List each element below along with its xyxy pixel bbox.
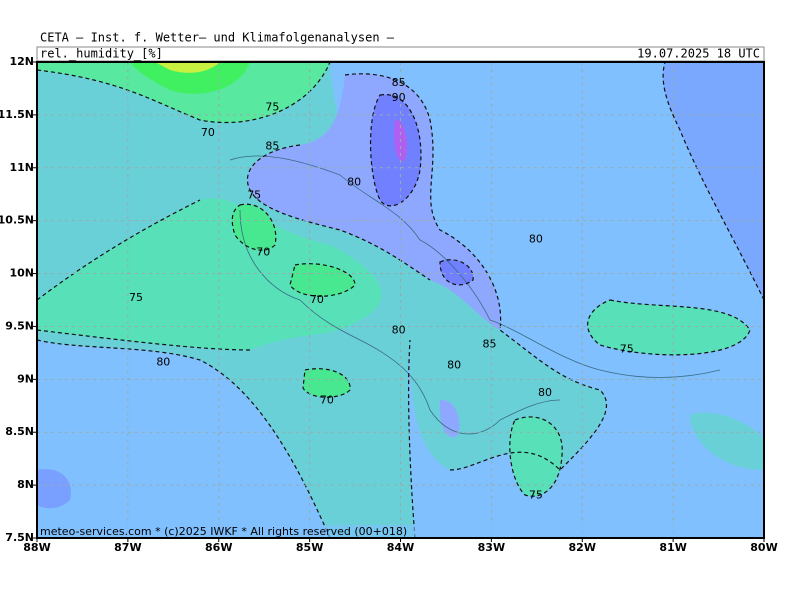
y-tick-label: 10N bbox=[9, 267, 34, 280]
contour-labels: 75 70 85 90 85 80 75 80 70 75 70 80 85 75 80 80 80 70 75 bbox=[129, 76, 634, 502]
field-name: rel._humidity_[%] bbox=[40, 47, 163, 61]
x-tick-label: 81W bbox=[659, 541, 686, 554]
contour-label: 75 bbox=[265, 100, 279, 113]
x-tick-label: 86W bbox=[205, 541, 232, 554]
contour-label: 80 bbox=[529, 233, 543, 246]
y-tick-label: 11N bbox=[9, 161, 34, 174]
contour-label: 90 bbox=[392, 91, 406, 104]
footer-bar bbox=[37, 525, 764, 538]
y-tick-label: 8N bbox=[17, 478, 34, 491]
region-90 bbox=[440, 259, 474, 285]
y-tick-label: 9.5N bbox=[5, 319, 34, 332]
region-85 bbox=[247, 73, 501, 330]
contour-label: 80 bbox=[156, 355, 170, 368]
x-tick-label: 88W bbox=[23, 541, 50, 554]
region-75-80 bbox=[37, 62, 330, 300]
contour-label: 75 bbox=[247, 188, 261, 201]
header-title: CETA — Inst. f. Wetter— und Klimafolgena… bbox=[40, 31, 395, 45]
contour-label: 85 bbox=[483, 337, 497, 350]
contour-label: 70 bbox=[201, 126, 215, 139]
valid-time: 19.07.2025 18 UTC bbox=[637, 47, 760, 61]
y-tick-label: 11.5N bbox=[0, 108, 34, 121]
contour-line bbox=[37, 62, 764, 538]
x-tick-label: 85W bbox=[296, 541, 323, 554]
contour-label: 75 bbox=[529, 489, 543, 502]
x-tick-label: 87W bbox=[114, 541, 141, 554]
region-75 bbox=[509, 416, 563, 497]
x-tick-label: 83W bbox=[478, 541, 505, 554]
contour-label: 80 bbox=[538, 386, 552, 399]
contour-label: 85 bbox=[392, 76, 406, 89]
axis-ticks: 88W 87W 86W 85W 84W 83W 82W 81W 80W 12N 11.5N 11N 10… bbox=[0, 55, 778, 554]
x-tick-label: 82W bbox=[569, 541, 596, 554]
y-tick-label: 9N bbox=[17, 372, 34, 385]
contour-label: 70 bbox=[320, 393, 334, 406]
contour-label: 70 bbox=[310, 293, 324, 306]
region-85 bbox=[663, 62, 764, 300]
region-75 bbox=[587, 300, 750, 355]
contour-label: 75 bbox=[129, 291, 143, 304]
contour-label: 80 bbox=[392, 324, 406, 337]
x-tick-label: 84W bbox=[387, 541, 414, 554]
region-85 bbox=[439, 399, 460, 438]
contour-label: 80 bbox=[347, 176, 361, 189]
contour-label: 85 bbox=[265, 140, 279, 153]
region-70 bbox=[303, 368, 351, 398]
coastline bbox=[229, 155, 721, 435]
region-75-80 bbox=[690, 412, 764, 470]
y-tick-label: 7.5N bbox=[5, 531, 34, 544]
footer-credit: meteo-services.com * (c)2025 IWKF * All … bbox=[40, 525, 407, 538]
y-tick-label: 12N bbox=[9, 55, 34, 68]
region-85 bbox=[37, 469, 71, 509]
contour-label: 75 bbox=[620, 343, 634, 356]
region-65 bbox=[130, 62, 250, 94]
y-tick-label: 10.5N bbox=[0, 214, 34, 227]
y-tick-label: 8.5N bbox=[5, 425, 34, 438]
region-70 bbox=[290, 263, 355, 297]
contour-label: 70 bbox=[256, 245, 270, 258]
region-70 bbox=[232, 204, 276, 251]
x-tick-label: 80W bbox=[750, 541, 777, 554]
contour-label: 80 bbox=[447, 359, 461, 372]
region-75 bbox=[37, 198, 382, 350]
region-60 bbox=[155, 62, 220, 73]
